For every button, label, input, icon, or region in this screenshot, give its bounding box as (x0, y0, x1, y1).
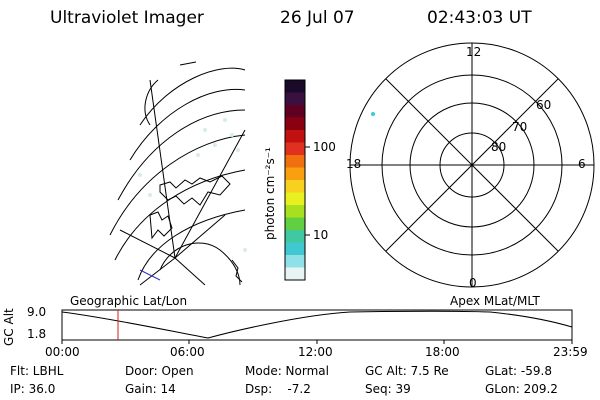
colorbar-segment (285, 142, 305, 156)
instrument-title: Ultraviolet Imager (50, 8, 204, 28)
alt-ylabel: GC Alt (2, 308, 16, 346)
colorbar-segment (285, 205, 305, 218)
alt-xtick-1200: 12:00 (298, 345, 333, 359)
colorbar-segment (285, 267, 305, 281)
mlt-label-12: 12 (466, 45, 482, 59)
colorbar-segment (285, 155, 305, 168)
footer-gc-alt: GC Alt: 7.5 Re (365, 364, 449, 378)
colorbar-label-100: 100 (313, 140, 336, 154)
color-bar (285, 80, 305, 281)
colorbar-segment (285, 167, 305, 181)
mlat-label-80: 80 (491, 140, 507, 154)
colorbar-segment (285, 117, 305, 131)
alt-xtick-0600: 06:00 (170, 345, 205, 359)
mlt-label-6: 6 (578, 157, 586, 171)
alt-ytick-bottom: 1.8 (27, 327, 47, 341)
mlt-label-18: 18 (346, 157, 362, 171)
alt-xtick-2359: 23:59 (553, 345, 588, 359)
aurora-faint-dots (138, 118, 247, 252)
footer-glon: GLon: 209.2 (485, 382, 558, 396)
mlat-label-60: 60 (536, 98, 552, 112)
footer-filter: Flt: LBHL (10, 364, 64, 378)
colorbar-unit-label: photon cm⁻²s⁻¹ (263, 147, 277, 240)
geographic-map (109, 61, 246, 286)
colorbar-segment (285, 242, 305, 256)
colorbar-segment (285, 217, 305, 231)
colorbar-label-10: 10 (313, 228, 329, 242)
colorbar-segment (285, 105, 305, 118)
polar-plot (349, 42, 595, 288)
footer-seq: Seq: 39 (365, 382, 411, 396)
time-label: 02:43:03 UT (427, 8, 532, 28)
colorbar-segment (285, 230, 305, 243)
footer-glat: GLat: -59.8 (485, 364, 552, 378)
aurora-spot (371, 112, 375, 116)
colorbar-segment (285, 192, 305, 206)
footer-gain: Gain: 14 (125, 382, 176, 396)
color-bar-frame (284, 79, 306, 281)
footer-ip: IP: 36.0 (10, 382, 56, 396)
footer-mode: Mode: Normal (245, 364, 329, 378)
colorbar-segment (285, 130, 305, 143)
date-label: 26 Jul 07 (280, 8, 355, 28)
geographic-caption: Geographic Lat/Lon (70, 294, 188, 308)
footer-dsp: Dsp: -7.2 (245, 382, 311, 396)
alt-ytick-top: 9.0 (27, 305, 47, 319)
apex-caption: Apex MLat/MLT (450, 294, 540, 308)
colorbar-segment (285, 180, 305, 193)
colorbar-segment (285, 255, 305, 268)
alt-xtick-0000: 00:00 (45, 345, 80, 359)
alt-xtick-1800: 18:00 (425, 345, 460, 359)
altitude-plot (61, 309, 573, 344)
colorbar-segment (285, 92, 305, 106)
mlt-label-0: 0 (469, 276, 477, 290)
colorbar-segment (285, 80, 305, 93)
mlat-label-70: 70 (512, 120, 528, 134)
footer-door: Door: Open (125, 364, 194, 378)
